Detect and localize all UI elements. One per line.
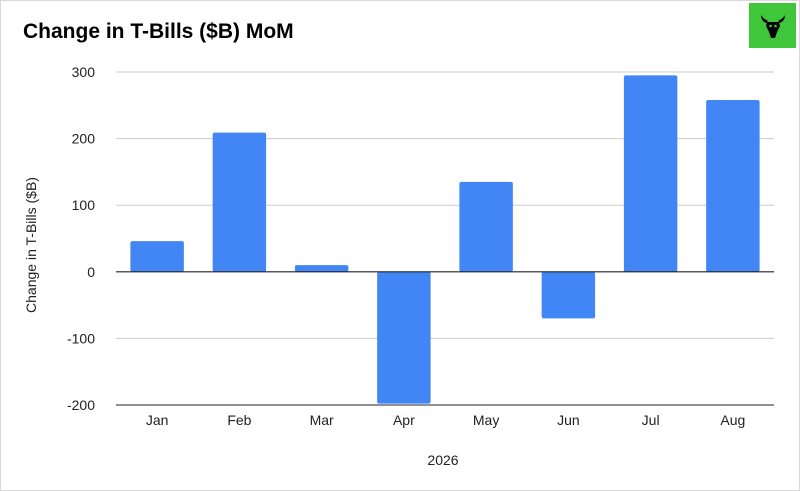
- x-tick-label: Aug: [720, 412, 745, 428]
- bar-jun: [541, 271, 596, 319]
- bar-jan: [130, 241, 184, 272]
- y-tick-label: 300: [72, 64, 96, 80]
- y-axis-label: Change in T-Bills ($B): [23, 177, 39, 313]
- bar-feb: [212, 132, 267, 272]
- y-tick-label: -100: [67, 330, 95, 346]
- y-tick-label: 100: [72, 197, 96, 213]
- y-tick-label: 0: [87, 264, 95, 280]
- bull-head-icon: [760, 14, 785, 38]
- bar-apr: [377, 271, 431, 404]
- y-tick-label: 200: [72, 131, 96, 147]
- x-tick-label: Jun: [557, 412, 580, 428]
- x-tick-label: May: [473, 412, 499, 428]
- x-tick-label: Apr: [393, 412, 415, 428]
- x-tick-label: Jan: [146, 412, 169, 428]
- chart-title: Change in T-Bills ($B) MoM: [23, 20, 294, 43]
- bar-mar: [294, 265, 349, 272]
- bar-aug: [706, 99, 760, 272]
- bar-jul: [623, 75, 678, 272]
- logo: [749, 3, 796, 48]
- y-tick-label: -200: [67, 397, 95, 413]
- x-tick-label: Mar: [310, 412, 334, 428]
- x-tick-label: Jul: [642, 412, 660, 428]
- x-tick-label: Feb: [227, 412, 251, 428]
- bar-may: [459, 181, 513, 272]
- x-axis-label: 2026: [427, 452, 459, 468]
